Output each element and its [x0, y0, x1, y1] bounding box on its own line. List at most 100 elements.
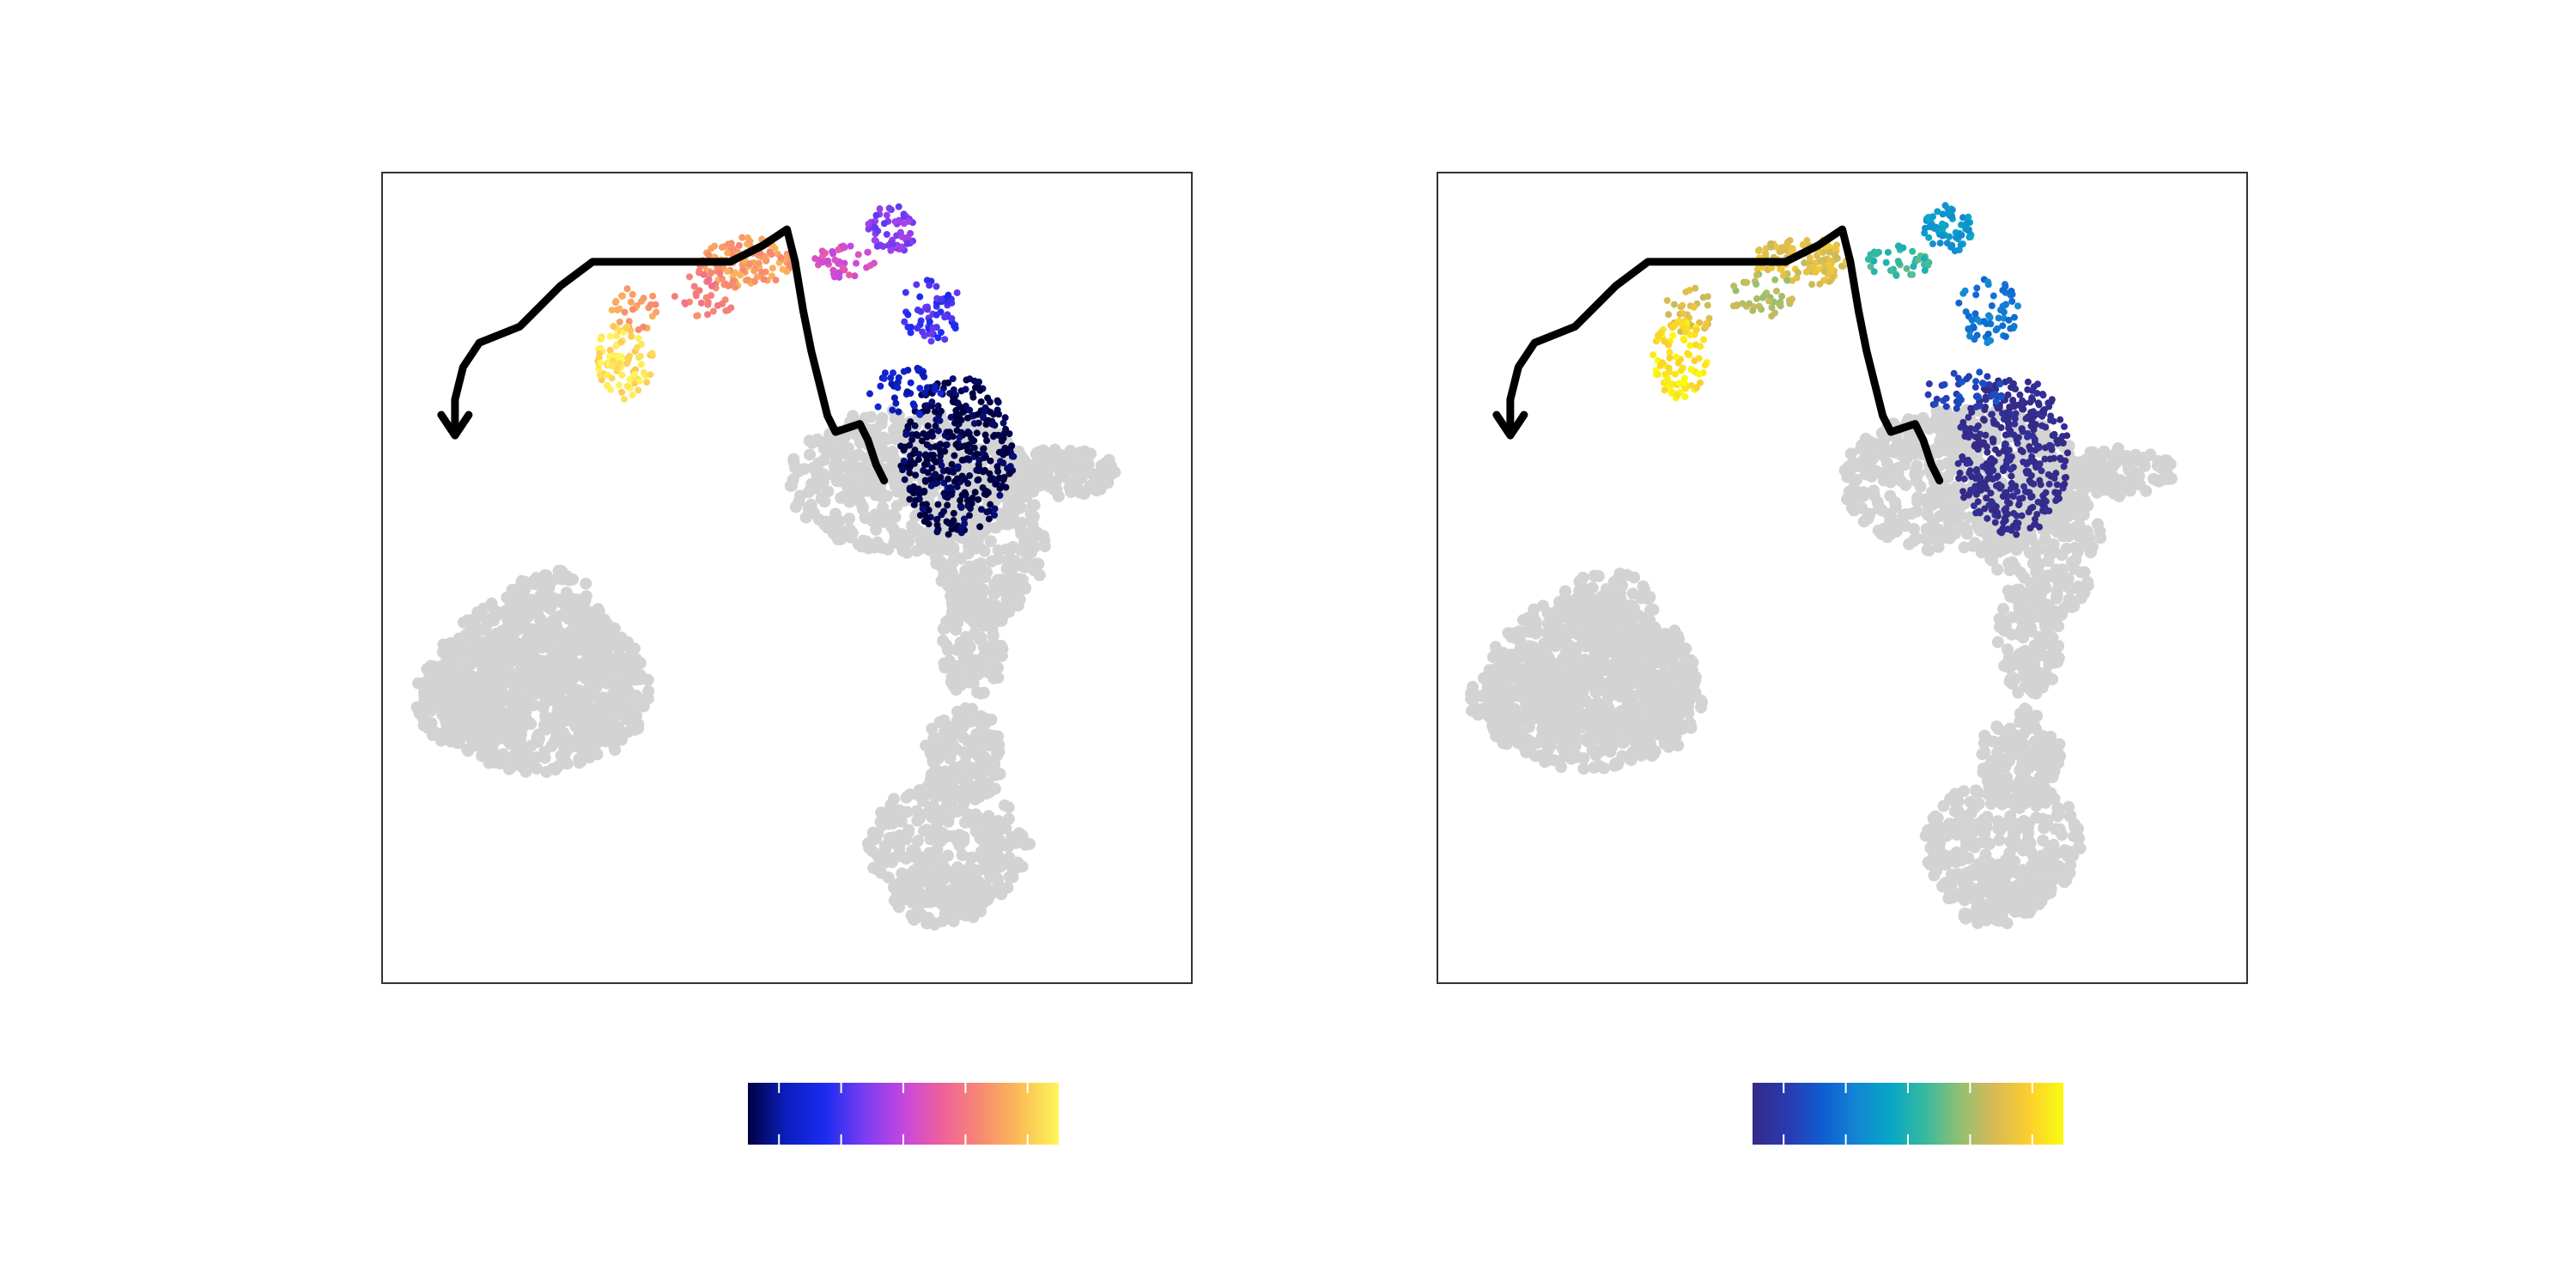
background-point-1074: [568, 605, 580, 617]
highlighted-point-282: [927, 451, 934, 459]
background-point-2239: [993, 768, 1006, 781]
highlighted-point-570: [864, 248, 872, 256]
highlighted-point-858: [606, 332, 614, 340]
background-point-973: [594, 694, 607, 707]
background-point-757: [1569, 714, 1582, 726]
background-point-1095: [515, 574, 528, 587]
highlighted-point-337: [955, 444, 963, 452]
background-point-790: [1545, 689, 1558, 702]
background-point-1735: [1104, 459, 1117, 472]
highlighted-point-341: [958, 491, 966, 499]
highlighted-point-469: [945, 291, 952, 299]
highlighted-point-715: [685, 273, 693, 281]
highlighted-point-736: [692, 292, 700, 300]
highlighted-point-648: [786, 260, 793, 268]
highlighted-point-128: [950, 386, 957, 393]
background-point-773: [519, 705, 532, 718]
background-point-1111: [527, 606, 540, 619]
highlighted-point-348: [945, 428, 952, 436]
highlighted-point-258: [910, 501, 918, 508]
background-point-596: [1592, 745, 1605, 758]
background-point-792: [1540, 677, 1553, 690]
highlighted-point-75: [914, 456, 922, 464]
highlighted-point-405: [907, 379, 914, 386]
highlighted-point-687: [719, 275, 726, 283]
highlighted-point-810: [628, 332, 635, 340]
background-point-736: [475, 715, 488, 728]
background-point-1115: [555, 610, 568, 623]
background-point-769: [1477, 671, 1490, 684]
highlighted-point-378: [941, 380, 949, 387]
background-point-2354: [903, 788, 916, 801]
background-point-523: [497, 636, 510, 649]
highlighted-point-356: [953, 475, 961, 483]
highlighted-point-33: [922, 451, 930, 459]
background-point-1739: [1048, 443, 1061, 456]
background-point-2057: [963, 641, 976, 653]
highlighted-point-148: [977, 506, 985, 513]
background-point-954: [616, 687, 629, 700]
highlighted-point-323: [936, 416, 944, 424]
background-point-1116: [543, 581, 556, 594]
background-point-575: [1505, 630, 1518, 643]
background-point-2524: [920, 823, 933, 836]
background-point-2493: [906, 850, 919, 863]
background-point-727: [1573, 677, 1586, 690]
background-point-1504: [835, 533, 848, 546]
highlighted-point-613: [768, 251, 775, 258]
highlighted-point-343: [975, 378, 983, 386]
background-point-1931: [1004, 544, 1017, 557]
highlighted-point-105: [908, 435, 916, 443]
background-point-991: [592, 705, 605, 718]
background-point-2638: [967, 911, 980, 924]
highlighted-point-577: [818, 247, 826, 255]
highlighted-point-768: [640, 323, 647, 331]
highlighted-point-351: [933, 516, 941, 524]
background-point-1263: [859, 511, 872, 524]
colorbar-ticks-left: [778, 1083, 1029, 1145]
background-point-1589: [876, 542, 889, 555]
background-point-987: [1652, 692, 1665, 705]
background-point-1102: [1642, 592, 1655, 605]
highlighted-point-393: [880, 374, 888, 382]
highlighted-point-853: [624, 354, 632, 361]
background-point-2627: [975, 879, 987, 892]
background-point-423: [1552, 621, 1565, 634]
highlighted-point-417: [894, 379, 902, 386]
highlighted-point-460: [953, 289, 961, 296]
background-point-767: [1553, 714, 1566, 726]
highlighted-point-466: [924, 306, 932, 313]
background-point-2059: [975, 687, 987, 700]
background-point-1359: [858, 535, 871, 548]
background-point-1454: [1884, 489, 1897, 502]
highlighted-point-456: [907, 329, 914, 337]
background-point-2614: [892, 900, 905, 913]
highlighted-point-737: [694, 312, 702, 319]
highlighted-point-168: [992, 480, 999, 488]
highlighted-point-749: [637, 297, 645, 305]
background-point-2637: [928, 918, 941, 931]
background-point-1897: [946, 556, 959, 568]
background-point-745: [1512, 647, 1525, 660]
background-point-2484: [1001, 881, 1014, 894]
highlighted-point-290: [919, 505, 927, 513]
background-point-1415: [1935, 434, 1947, 447]
background-point-796: [1495, 696, 1508, 709]
background-point-1949: [1009, 598, 1022, 611]
highlighted-point-347: [990, 421, 998, 428]
highlighted-point-564: [829, 250, 837, 258]
background-point-956: [542, 716, 555, 729]
highlighted-point-165: [979, 484, 987, 492]
background-point-2082: [975, 594, 987, 607]
background-point-743: [508, 717, 521, 730]
highlighted-point-416: [874, 403, 882, 410]
highlighted-point-419: [890, 369, 897, 377]
background-point-999: [592, 637, 605, 650]
highlighted-point-839: [610, 322, 617, 330]
highlighted-point-250: [1006, 470, 1014, 477]
background-point-2629: [902, 872, 914, 884]
trajectory-line: [451, 225, 889, 485]
highlighted-point-291: [1005, 430, 1013, 438]
background-point-2513: [937, 790, 950, 803]
highlighted-point-256: [966, 471, 974, 479]
